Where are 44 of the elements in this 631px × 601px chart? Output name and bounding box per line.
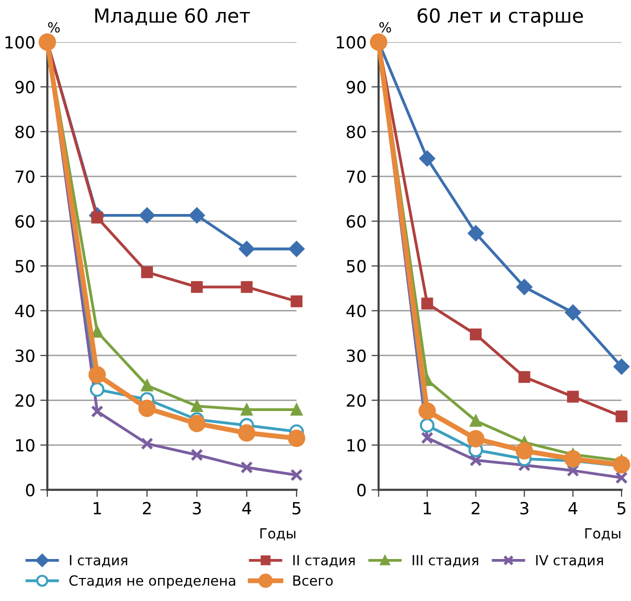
x-tick-label: 4 xyxy=(568,502,578,514)
y-tick-label: 50 xyxy=(346,260,366,273)
y-tick-label: 10 xyxy=(347,439,366,452)
y-tick-label: 30 xyxy=(346,349,366,362)
x-tick-label: 1 xyxy=(94,502,101,514)
x-axis-title: Годы xyxy=(585,528,620,540)
y-tick-label: 40 xyxy=(346,304,366,318)
x-tick-label: 3 xyxy=(192,502,201,515)
legend-label: II стадия xyxy=(293,555,355,568)
y-tick-label: 20 xyxy=(346,394,366,407)
chart-title: Младше 60 лет xyxy=(95,8,250,26)
x-tick-label: 5 xyxy=(292,502,300,515)
y-tick-label: 100 xyxy=(336,36,366,49)
y-tick-label: 70 xyxy=(346,170,366,183)
y-axis-title: % xyxy=(379,22,392,33)
legend-label: Всего xyxy=(293,575,333,586)
y-tick-label: 60 xyxy=(346,215,366,228)
y-tick-label: 80 xyxy=(15,126,34,138)
x-axis-title: Годы xyxy=(260,528,296,540)
legend-label: IV стадия xyxy=(536,555,603,568)
chart-title: 60 лет и старше xyxy=(418,8,583,27)
x-tick-label: 1 xyxy=(424,502,431,514)
y-tick-label: 80 xyxy=(346,126,366,138)
y-tick-label: 20 xyxy=(16,394,34,407)
x-tick-label: 3 xyxy=(520,502,528,515)
y-axis-title: % xyxy=(48,22,60,33)
y-tick-label: 90 xyxy=(15,80,34,94)
y-tick-label: 10 xyxy=(16,439,34,452)
x-tick-label: 2 xyxy=(472,502,480,514)
x-tick-label: 2 xyxy=(142,502,151,514)
legend-label: III стадия xyxy=(412,555,478,568)
y-tick-label: 100 xyxy=(6,36,34,49)
y-tick-label: 40 xyxy=(15,304,34,318)
legend-label: Стадия не определена xyxy=(69,575,236,588)
x-tick-label: 4 xyxy=(242,502,252,514)
x-tick-label: 5 xyxy=(618,502,626,515)
legend-label: I стадия xyxy=(70,555,128,568)
y-tick-label: 30 xyxy=(16,349,34,362)
y-tick-label: 70 xyxy=(16,170,34,183)
y-tick-label: 50 xyxy=(16,260,34,273)
y-tick-label: 0 xyxy=(26,484,34,496)
y-tick-label: 60 xyxy=(15,215,34,228)
y-tick-label: 0 xyxy=(357,484,366,496)
y-tick-label: 90 xyxy=(346,80,366,94)
